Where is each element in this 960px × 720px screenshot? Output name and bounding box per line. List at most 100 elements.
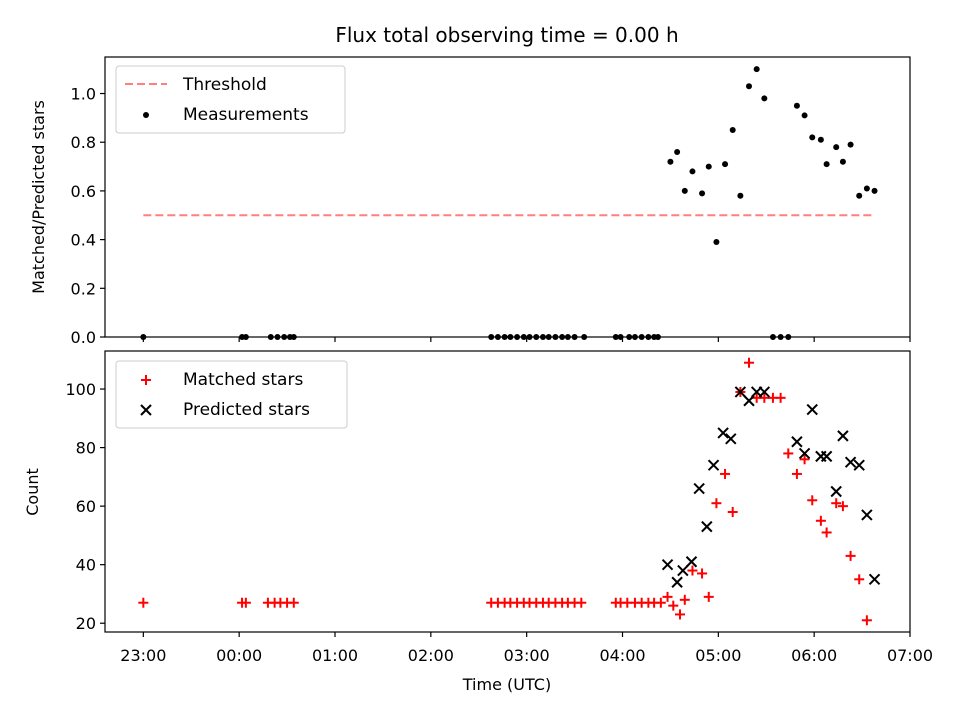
matched-star-point [576, 597, 587, 608]
predicted-star-point [861, 509, 873, 521]
measurement-point [871, 187, 878, 194]
x-tick-label: 01:00 [312, 646, 358, 665]
measurement-point [559, 334, 566, 340]
measurement-point [713, 239, 720, 246]
measurement-point [753, 66, 760, 73]
measurement-point [571, 334, 578, 340]
top-y-tick-label: 0.6 [71, 182, 96, 201]
predicted-star-point [853, 459, 865, 471]
matched-star-point [775, 392, 786, 403]
x-marker-b [717, 427, 729, 439]
measurement-point [689, 168, 696, 175]
x-axis-label: Time (UTC) [462, 675, 551, 694]
measurement-point [545, 334, 552, 340]
measurement-point [638, 334, 645, 340]
measurement-point [526, 334, 533, 340]
matched-star-point [861, 615, 872, 626]
predicted-star-point [734, 386, 747, 398]
matched-star-point [711, 498, 722, 509]
matched-star-point [727, 506, 738, 517]
matched-star-point [687, 565, 698, 576]
x-marker-b [661, 558, 674, 571]
legend-threshold-label: Threshold [182, 75, 267, 95]
measurement-point [581, 334, 588, 340]
predicted-star-point [677, 564, 689, 577]
measurement-point [667, 158, 674, 165]
x-marker-b [844, 456, 857, 468]
x-marker-b [837, 430, 849, 442]
measurement-point [839, 158, 846, 165]
predicted-star-point [758, 386, 771, 398]
measurement-point [809, 134, 816, 141]
measurement-point [645, 334, 652, 340]
measurement-point [514, 334, 521, 340]
measurement-point [801, 112, 808, 119]
measurement-point [488, 334, 495, 340]
x-marker-b [868, 573, 881, 586]
measurement-point [631, 334, 638, 340]
matched-star-point [807, 495, 818, 506]
predicted-star-point [868, 573, 881, 586]
bottom-y-tick-label: 80 [76, 439, 96, 458]
predicted-star-point [661, 558, 674, 571]
predicted-star-point [798, 447, 811, 460]
x-marker-b [830, 485, 842, 498]
bottom-y-tick-label: 60 [76, 497, 96, 516]
measurement-point [856, 192, 863, 199]
measurement-point [785, 334, 792, 340]
x-marker-b [798, 447, 811, 460]
matched-star-point [837, 501, 848, 512]
measurement-point [520, 334, 527, 340]
x-marker-b [758, 386, 771, 398]
x-marker-b [685, 556, 698, 568]
measurement-point [617, 334, 624, 340]
matched-star-point [679, 594, 690, 605]
measurement-point [729, 127, 736, 134]
matched-star-point [854, 574, 865, 585]
bottom-plot-frame [104, 350, 911, 633]
matched-star-point [799, 454, 810, 465]
x-marker-b [734, 386, 747, 398]
matched-star-point [675, 609, 685, 620]
x-tick-label: 00:00 [216, 646, 262, 665]
bottom-y-tick-label: 20 [76, 614, 96, 633]
measurement-point [290, 334, 297, 340]
measurement-point [564, 334, 571, 340]
predicted-star-point [717, 427, 729, 439]
predicted-star-point [725, 433, 737, 445]
top-y-tick-label: 0.0 [71, 328, 96, 347]
x-tick-label: 05:00 [695, 646, 741, 665]
measurement-point [863, 185, 870, 192]
matched-star-point [697, 568, 708, 579]
measurement-point [654, 334, 661, 340]
x-marker-b [791, 436, 803, 448]
top-plot-area: 0.0 0.2 0.4 0.6 0.8 1.0 Threshold Measurements [71, 56, 911, 347]
x-marker-b [677, 564, 689, 577]
measurement-point [242, 334, 249, 340]
bottom-legend-box [115, 360, 348, 429]
measurement-point [847, 141, 854, 148]
measurement-point [793, 102, 800, 109]
predicted-star-point [837, 430, 849, 442]
measurement-point [274, 334, 281, 340]
bottom-y-tick-label: 40 [76, 556, 96, 575]
x-marker-b [671, 576, 683, 588]
measurement-point [722, 161, 729, 168]
predicted-star-point [830, 485, 842, 498]
matched-star-point [240, 597, 251, 608]
measurement-point [681, 187, 688, 194]
x-tick-label: 07:00 [887, 646, 933, 665]
measurement-point [267, 334, 274, 340]
x-marker-b [861, 509, 873, 521]
measurement-point [140, 334, 147, 340]
matched-star-point [720, 468, 731, 479]
top-y-tick-label: 0.2 [71, 279, 96, 298]
matched-star-point [703, 591, 714, 602]
measurement-point [817, 136, 824, 143]
measurement-point [612, 334, 619, 340]
bottom-y-axis-label: Count [23, 468, 42, 516]
x-marker-b [806, 403, 818, 416]
top-y-tick-label: 1.0 [71, 85, 96, 104]
matched-star-point [655, 597, 666, 608]
